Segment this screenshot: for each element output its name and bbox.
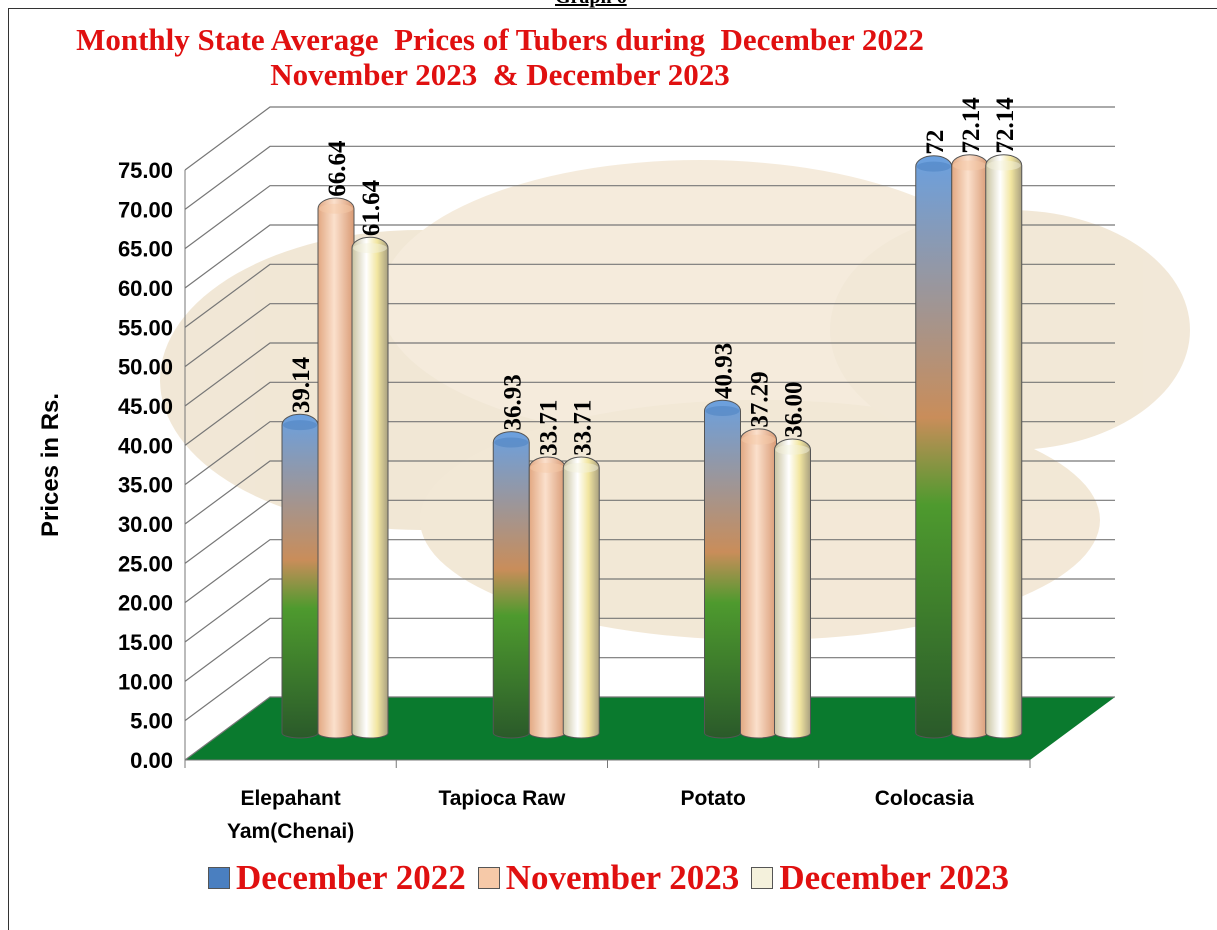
- bar-cap: [494, 437, 529, 448]
- y-tick-label: 40.00: [118, 433, 173, 458]
- legend-swatch: [208, 867, 230, 889]
- bar-cap: [705, 406, 740, 417]
- legend: December 2022 November 2023 December 2023: [0, 858, 1217, 898]
- bar-cap: [283, 420, 317, 431]
- bar-cap: [916, 161, 951, 172]
- bar: [281, 413, 319, 739]
- legend-item: December 2023: [751, 858, 1009, 898]
- floor: [185, 697, 1115, 760]
- y-tick-label: 25.00: [118, 551, 173, 576]
- legend-swatch: [477, 867, 500, 889]
- legend-label: December 2023: [779, 858, 1009, 897]
- y-tick-label: 70.00: [118, 197, 173, 222]
- bar-cap: [952, 160, 987, 171]
- bar-cap: [775, 444, 810, 455]
- grid-line: [184, 381, 1115, 446]
- grid-line: [184, 696, 1115, 761]
- grid-line: [184, 421, 1115, 486]
- data-label: 72: [922, 130, 949, 155]
- grid-line: [184, 145, 1115, 210]
- grid-line: [184, 499, 1115, 564]
- bar: [774, 438, 811, 739]
- bar: [740, 428, 777, 739]
- data-label: 61.64: [358, 179, 385, 236]
- data-label: 72.14: [992, 97, 1019, 154]
- y-tick-label: 45.00: [118, 394, 173, 419]
- bar: [492, 431, 530, 739]
- x-tick-label: Tapioca Raw: [438, 787, 566, 810]
- data-label: 66.64: [324, 140, 351, 197]
- x-tick-label: Potato: [680, 787, 746, 810]
- legend-label: December 2022: [236, 858, 466, 897]
- bar-cap: [530, 462, 565, 473]
- bar-cap: [353, 243, 387, 254]
- bar: [562, 456, 600, 739]
- grid-line: [184, 578, 1115, 643]
- y-tick-label: 15.00: [118, 630, 173, 655]
- bar: [951, 154, 989, 739]
- data-label: 39.14: [288, 356, 315, 413]
- y-tick-label: 55.00: [118, 315, 173, 340]
- y-tick-label: 65.00: [118, 237, 173, 262]
- grid-line: [184, 460, 1115, 525]
- bar-cap: [319, 203, 353, 214]
- bar-cap: [986, 160, 1021, 171]
- bar: [985, 154, 1023, 739]
- grid-line: [184, 224, 1115, 289]
- legend-item: November 2023: [477, 858, 740, 898]
- legend-swatch: [751, 867, 774, 889]
- caption: Graph 6: [555, 0, 627, 9]
- grid-line: [184, 342, 1115, 407]
- y-tick-label: 20.00: [118, 591, 173, 616]
- data-label: 37.29: [747, 371, 774, 427]
- bar: [915, 155, 953, 739]
- grid-line: [184, 539, 1115, 604]
- grid-line: [184, 657, 1115, 722]
- legend-label: November 2023: [505, 858, 740, 897]
- grid-line: [184, 106, 1115, 171]
- chart-title: Monthly State Average Prices of Tubers d…: [76, 22, 948, 92]
- grid-line: [184, 617, 1115, 682]
- y-axis-label: Prices in Rs.: [37, 393, 64, 537]
- y-tick-label: 75.00: [118, 158, 173, 183]
- data-label: 40.93: [711, 343, 738, 399]
- data-label: 36.93: [499, 374, 526, 430]
- y-tick-label: 35.00: [118, 473, 173, 498]
- grid-line: [184, 303, 1115, 368]
- bar: [351, 236, 389, 739]
- y-tick-label: 30.00: [118, 512, 173, 537]
- frame: [8, 8, 1217, 930]
- y-tick-label: 0.00: [130, 748, 173, 773]
- y-tick-label: 5.00: [130, 709, 173, 734]
- bar-cap: [741, 434, 776, 445]
- y-tick-label: 10.00: [118, 669, 173, 694]
- data-label: 72.14: [958, 97, 985, 154]
- y-tick-label: 50.00: [118, 355, 173, 380]
- data-label: 33.71: [569, 400, 596, 456]
- bar-cap: [564, 462, 599, 473]
- data-label: 36.00: [781, 382, 808, 438]
- grid-line: [184, 185, 1115, 250]
- grid-line: [184, 263, 1115, 328]
- x-tick-label: Colocasia: [874, 787, 974, 810]
- data-label: 33.71: [535, 400, 562, 456]
- x-tick-label: Elepahant Yam(Chenai): [227, 787, 355, 843]
- y-tick-label: 60.00: [118, 276, 173, 301]
- bar: [528, 456, 566, 739]
- bar: [704, 399, 741, 739]
- bar: [317, 197, 355, 739]
- legend-item: December 2022: [208, 858, 466, 898]
